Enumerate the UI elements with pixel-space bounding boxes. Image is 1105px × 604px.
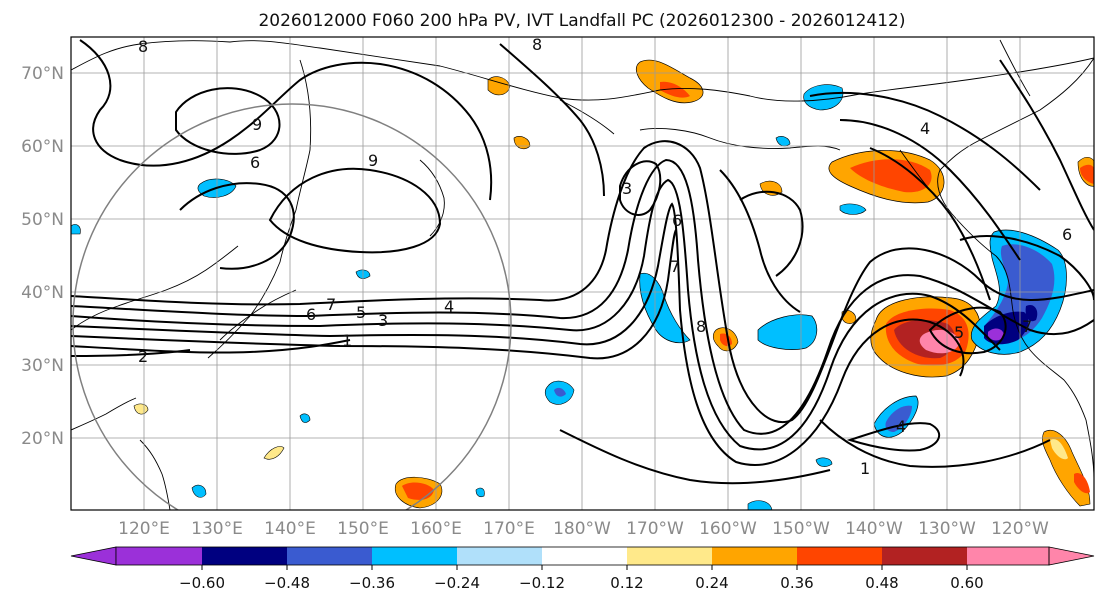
contour-label: 1	[860, 459, 870, 478]
longitude-label: 150°E	[337, 519, 389, 539]
contour-label: 8	[696, 317, 706, 336]
map-background	[71, 37, 1094, 510]
contour-label: 6	[1062, 225, 1072, 244]
colorbar-tick-label: 0.24	[695, 574, 728, 592]
longitude-label: 120°W	[991, 519, 1049, 539]
contour-label: 8	[138, 37, 148, 56]
contour-label: 5	[356, 303, 366, 322]
contour-label: 9	[368, 151, 378, 170]
longitude-label: 150°W	[772, 519, 830, 539]
colorbar-segment	[202, 547, 287, 565]
colorbar: −0.60 −0.48 −0.36 −0.24 −0.12 0.12 0.24 …	[70, 546, 1095, 592]
longitude-label: 140°W	[845, 519, 903, 539]
contour-label: 9	[252, 115, 262, 134]
colorbar-segment	[627, 547, 712, 565]
contour-label: 4	[444, 297, 454, 316]
contour-label: 4	[896, 417, 906, 436]
contour-label: 5	[954, 323, 964, 342]
shading-negative	[71, 84, 1067, 510]
longitude-label: 130°E	[191, 519, 243, 539]
latitude-label: 40°N	[21, 283, 64, 303]
colorbar-segment	[116, 547, 202, 565]
colorbar-tick-label: 0.60	[950, 574, 983, 592]
colorbar-tick-label: −0.48	[264, 574, 310, 592]
colorbar-extend-low	[70, 546, 117, 566]
colorbar-ticks	[201, 565, 968, 570]
contour-label: 7	[1022, 317, 1032, 336]
colorbar-segment	[542, 547, 627, 565]
contour-label: 3	[622, 179, 632, 198]
contour-label: 4	[920, 119, 930, 138]
latitude-label: 20°N	[21, 429, 64, 449]
longitude-label: 170°W	[626, 519, 684, 539]
contour-label: 3	[378, 311, 388, 330]
longitude-label: 170°E	[483, 519, 535, 539]
colorbar-segment	[797, 547, 882, 565]
contour-label: 6	[672, 211, 682, 230]
contour-label-group: 1 2 3 4 5 6 7 8 9 1 4 5 6 7 8 9 3 6 7 8	[138, 35, 1072, 478]
contour-label: 6	[306, 305, 316, 324]
longitude-label: 160°E	[410, 519, 462, 539]
colorbar-segment	[712, 547, 797, 565]
colorbar-frame	[115, 546, 1050, 566]
colorbar-tick-label: 0.36	[780, 574, 813, 592]
figure-title: 2026012000 F060 200 hPa PV, IVT Landfall…	[258, 11, 905, 31]
contour-label: 1	[342, 331, 352, 350]
longitude-labels: 120°E 130°E 140°E 150°E 160°E 170°E 180°…	[118, 519, 1049, 539]
colorbar-tick-label: 0.12	[610, 574, 643, 592]
map-frame	[70, 36, 1095, 511]
latitude-labels: 70°N 60°N 50°N 40°N 30°N 20°N	[21, 64, 64, 449]
colorbar-tick-label: 0.48	[865, 574, 898, 592]
colorbar-segment	[287, 547, 372, 565]
colorbar-tick-label: −0.36	[349, 574, 395, 592]
colorbar-tick-label: −0.12	[519, 574, 565, 592]
latitude-label: 60°N	[21, 137, 64, 157]
longitude-label: 160°W	[699, 519, 757, 539]
longitude-label: 180°W	[553, 519, 611, 539]
contour-label: 7	[670, 257, 680, 276]
landfall-radius-circle	[72, 103, 512, 510]
pv-contours	[71, 39, 1094, 485]
colorbar-tick-label: −0.24	[434, 574, 480, 592]
longitude-label: 130°W	[918, 519, 976, 539]
map-panel: 1 2 3 4 5 6 7 8 9 1 4 5 6 7 8 9 3 6 7 8	[70, 35, 1095, 511]
latitude-label: 70°N	[21, 64, 64, 84]
contour-label: 7	[326, 295, 336, 314]
colorbar-extend-high	[1048, 546, 1095, 566]
colorbar-segment	[967, 547, 1049, 565]
colorbar-segment	[882, 547, 967, 565]
longitude-label: 140°E	[264, 519, 316, 539]
colorbar-segment	[457, 547, 542, 565]
longitude-label: 120°E	[118, 519, 170, 539]
coastlines	[71, 39, 1094, 510]
contour-label: 8	[532, 35, 542, 54]
colorbar-segment	[372, 547, 457, 565]
contour-label: 6	[250, 153, 260, 172]
contour-label: 2	[138, 347, 148, 366]
latitude-label: 50°N	[21, 210, 64, 230]
latitude-label: 30°N	[21, 356, 64, 376]
colorbar-tick-label: −0.60	[179, 574, 225, 592]
